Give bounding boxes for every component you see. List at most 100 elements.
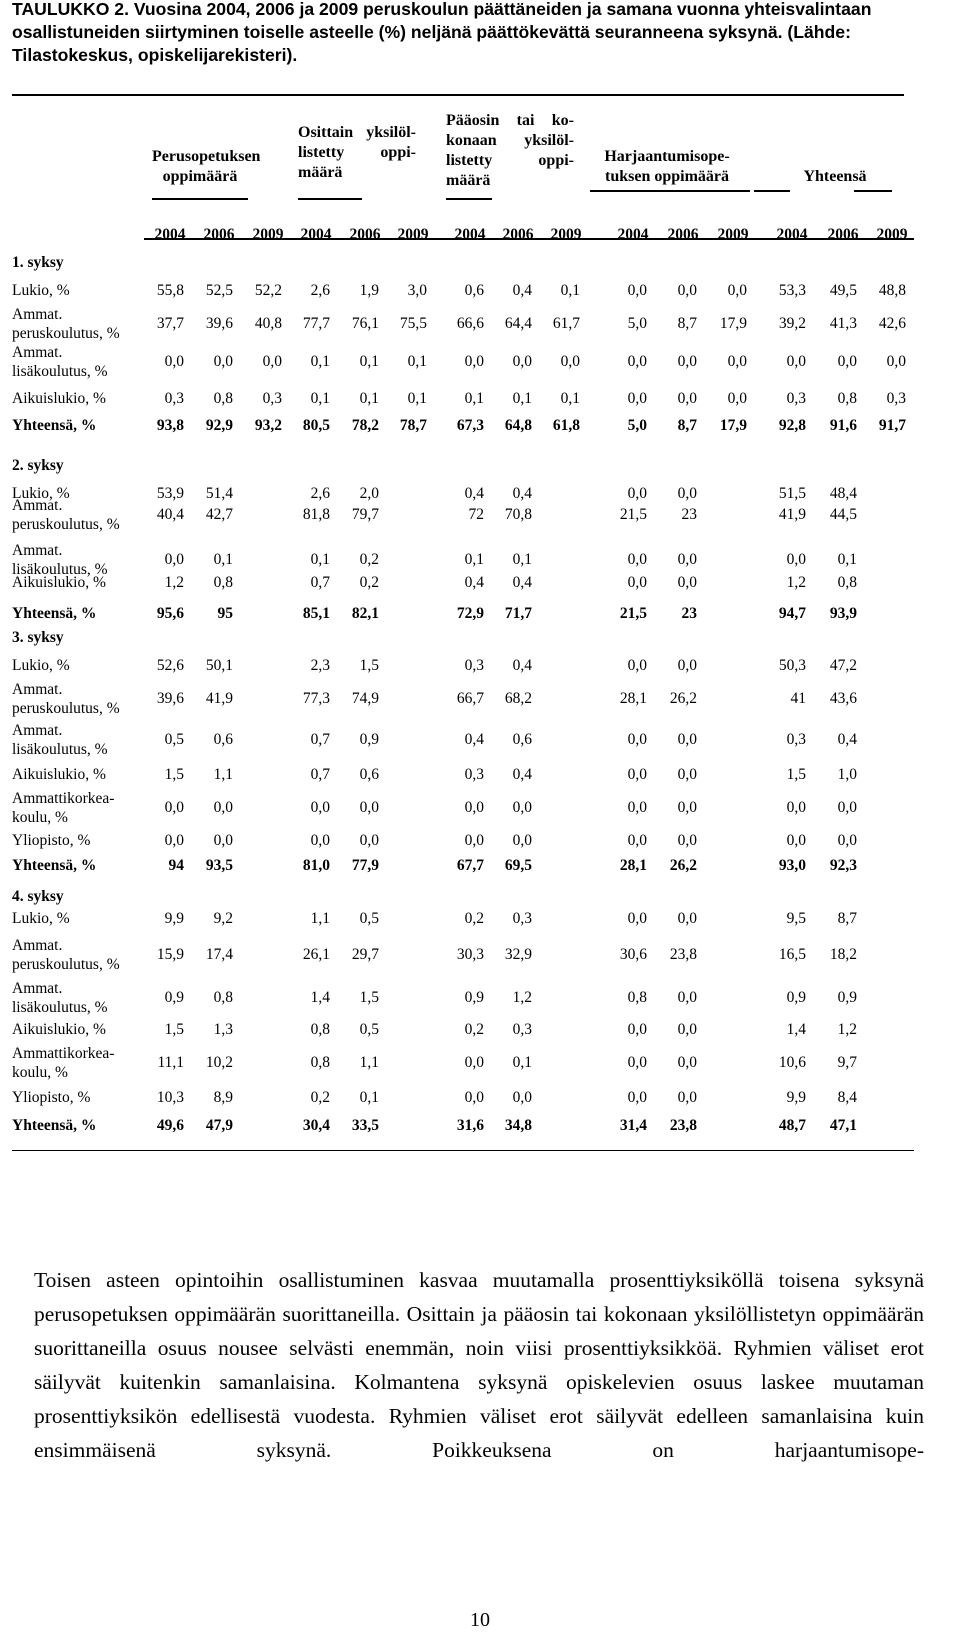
table-cell: 93,9: [829, 605, 857, 622]
table-cell: 0,0: [677, 731, 697, 748]
row-label: Yliopisto, %: [12, 1089, 90, 1106]
row-label: Lukio, %: [12, 910, 70, 927]
column-group-header-line: määrä: [298, 164, 343, 181]
table-cell: 94,7: [778, 605, 806, 622]
table-cell: 0,0: [627, 766, 647, 783]
table-cell: 0,1: [310, 353, 330, 370]
column-group-header: Yhteensä: [794, 167, 876, 187]
table-cell: 48,7: [778, 1117, 806, 1134]
table-cell: 9,5: [786, 910, 806, 927]
table-cell: 10,3: [156, 1089, 184, 1106]
table-cell: 67,7: [456, 857, 484, 874]
year-header: 2004: [617, 226, 649, 243]
header-underline: [152, 198, 248, 200]
row-label-line: Yliopisto, %: [12, 832, 91, 849]
table-cell: 0,0: [464, 1054, 484, 1071]
table-cell: 31,6: [456, 1117, 484, 1134]
table-cell: 10,6: [778, 1054, 806, 1071]
table-cell: 55,8: [156, 282, 184, 299]
table-cell: 18,2: [829, 946, 857, 963]
table-cell: 48,4: [829, 485, 857, 502]
table-cell: 91,7: [878, 417, 906, 434]
table-cell: 85,1: [302, 605, 330, 622]
row-label: Ammattikorkea-koulu, %: [12, 1044, 114, 1082]
table-cell: 0,0: [627, 551, 647, 568]
table-cell: 1,4: [310, 989, 330, 1006]
table-cell: 11,1: [157, 1054, 184, 1071]
table-cell: 0,0: [464, 799, 484, 816]
table-cell: 16,5: [778, 946, 806, 963]
table-cell: 0,3: [262, 390, 282, 407]
table-cell: 0,0: [164, 799, 184, 816]
table-cell: 39,2: [778, 315, 806, 332]
row-label-line: Yhteensä, %: [12, 1117, 97, 1134]
table-cell: 8,7: [837, 910, 857, 927]
row-label: Ammat. peruskoulutus, %: [12, 936, 120, 974]
column-group-header-line: oppimäärä: [162, 168, 238, 185]
table-cell: 0,0: [627, 1054, 647, 1071]
table-cell: 0,3: [512, 910, 532, 927]
table-cell: 0,4: [512, 657, 532, 674]
table-cell: 0,0: [213, 799, 233, 816]
table-cell: 0,0: [677, 390, 697, 407]
year-header: 2009: [717, 226, 749, 243]
table-cell: 0,5: [359, 1021, 379, 1038]
row-label: Ammat. lisäkoulutus, %: [12, 541, 108, 579]
row-label-line: Ammat.: [12, 542, 63, 559]
table-cell: 61,8: [552, 417, 580, 434]
table-cell: 1,1: [213, 766, 233, 783]
year-header: 2006: [203, 226, 235, 243]
table-cell: 80,5: [302, 417, 330, 434]
row-label: Ammat. lisäkoulutus, %: [12, 721, 108, 759]
table-cell: 1,3: [213, 1021, 233, 1038]
table-cell: 0,7: [310, 731, 330, 748]
table-cell: 75,5: [399, 315, 427, 332]
table-cell: 92,8: [778, 417, 806, 434]
table-cell: 93,8: [156, 417, 184, 434]
year-header: 2009: [876, 226, 908, 243]
row-label: Ammat. peruskoulutus, %: [12, 680, 120, 718]
row-label: Ammat. lisäkoulutus, %: [12, 343, 108, 381]
table-cell: 9,2: [213, 910, 233, 927]
table-cell: 28,1: [619, 690, 647, 707]
column-group-header-line: Perusopetuksen: [152, 148, 261, 165]
row-label-line: Aikuislukio, %: [12, 574, 106, 591]
table-cell: 2,6: [310, 485, 330, 502]
table-cell: 0,0: [677, 657, 697, 674]
column-group-header: Perusopetuksen oppimäärä: [152, 147, 261, 187]
row-label-line: Aikuislukio, %: [12, 390, 106, 407]
column-group-header: Osittain yksilöl-listetty oppi-määrä: [298, 123, 416, 183]
table-cell: 2,3: [310, 657, 330, 674]
table-cell: 0,8: [213, 989, 233, 1006]
table-cell: 0,0: [677, 353, 697, 370]
table-cell: 41: [790, 690, 807, 707]
table-cell: 53,3: [778, 282, 806, 299]
year-header: 2004: [300, 226, 332, 243]
year-header: 2009: [550, 226, 582, 243]
table-cell: 78,7: [399, 417, 427, 434]
table-cell: 0,1: [560, 390, 580, 407]
row-label-line: peruskoulutus, %: [12, 956, 120, 973]
row-label-line: peruskoulutus, %: [12, 516, 120, 533]
table-cell: 0,1: [359, 1089, 379, 1106]
row-label: Aikuislukio, %: [12, 766, 106, 783]
table-cell: 0,0: [886, 353, 906, 370]
table-cell: 0,8: [837, 574, 857, 591]
table-cell: 0,0: [727, 390, 747, 407]
row-label-line: Yhteensä, %: [12, 857, 97, 874]
table-cell: 2,0: [359, 485, 379, 502]
table-cell: 40,4: [156, 506, 184, 523]
table-cell: 0,9: [837, 989, 857, 1006]
table-cell: 51,4: [205, 485, 233, 502]
table-cell: 61,7: [552, 315, 580, 332]
column-group-header: Harjaantumisope-tuksen oppimäärä: [594, 147, 740, 187]
row-label: Yhteensä, %: [12, 417, 96, 434]
table-cell: 51,5: [778, 485, 806, 502]
year-header: 2004: [454, 226, 486, 243]
row-label: Lukio, %: [12, 282, 70, 299]
table-cell: 0,9: [164, 989, 184, 1006]
section-title: 1. syksy: [12, 254, 64, 271]
table-cell: 17,4: [205, 946, 233, 963]
header-underline: [298, 198, 362, 200]
year-header: 2006: [667, 226, 699, 243]
